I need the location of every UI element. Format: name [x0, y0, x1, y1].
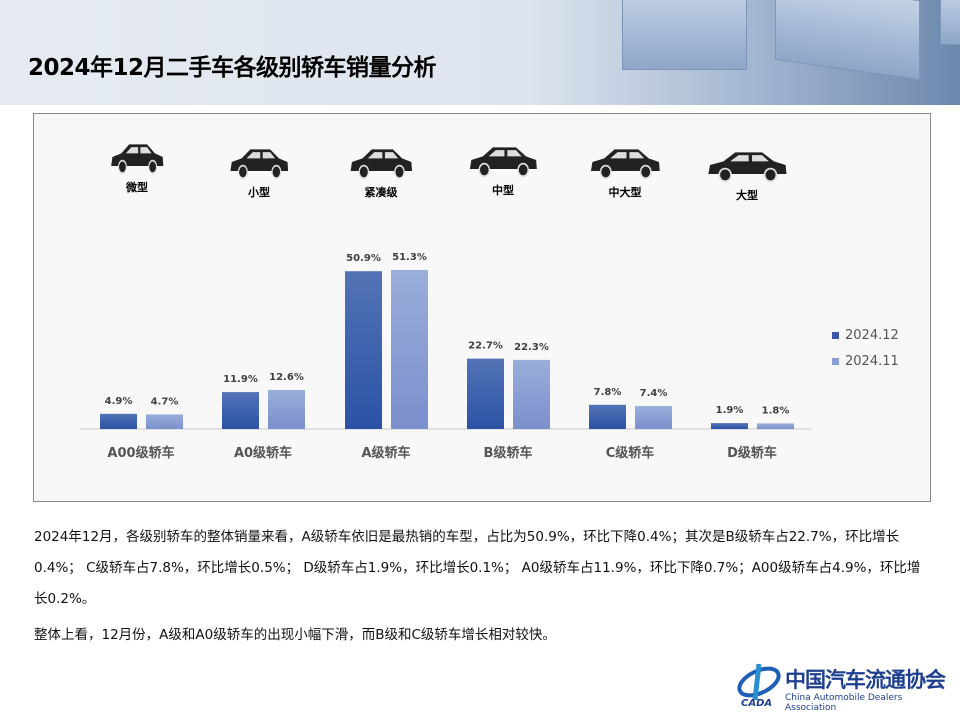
decorative-cube: [940, 0, 960, 45]
data-label: 4.9%: [105, 396, 133, 407]
legend-item-2024-11: 2024.11: [832, 354, 899, 369]
car-type-label: 大型: [736, 189, 758, 202]
data-label: 51.3%: [392, 252, 427, 263]
data-label: 22.7%: [468, 341, 503, 352]
bar-2024.11: [391, 269, 428, 429]
car-type-label: 中大型: [608, 186, 642, 199]
bar-2024.12: [100, 413, 137, 429]
bar-2024.11: [146, 414, 183, 429]
bar-2024.11: [635, 406, 672, 429]
logo-cn-text: 中国汽车流通协会: [785, 667, 946, 692]
fullsize-sedan-icon: [708, 152, 787, 183]
car-type-5: 大型: [702, 147, 792, 203]
large-sedan-icon: [590, 149, 660, 180]
category-label: A0级轿车: [234, 445, 292, 461]
bar-2024.11: [268, 389, 305, 429]
svg-text:CADA: CADA: [741, 698, 772, 708]
page-title: 2024年12月二手车各级别轿车销量分析: [28, 55, 437, 81]
decorative-cube: [775, 0, 920, 81]
decorative-cube: [622, 0, 747, 70]
paragraph: 2024年12月，各级别轿车的整体销量来看，A级轿车依旧是最热销的车型，占比为5…: [34, 529, 921, 607]
bar-2024.12: [222, 392, 259, 429]
data-label: 7.8%: [594, 387, 622, 398]
midsize-sedan-icon: [469, 147, 537, 178]
car-type-4: 中大型: [580, 144, 670, 200]
data-label: 12.6%: [269, 372, 304, 383]
compact-sedan-icon: [350, 149, 413, 180]
hatchback-icon: [230, 149, 289, 180]
category-label: A级轿车: [361, 445, 410, 461]
car-type-label: 紧凑级: [364, 186, 398, 199]
bar-2024.12: [467, 358, 504, 429]
cada-logo: CADA 中国汽车流通协会 China Automobile Dealers A…: [735, 660, 955, 713]
category-label: C级轿车: [606, 445, 655, 461]
legend-item-2024-12: 2024.12: [832, 328, 899, 343]
chart-panel: 微型 小型 紧凑级 中型 中大型 大型 4.9% 4.7% A00级轿车 11.9% 12.6% A…: [33, 113, 931, 502]
car-type-label: 小型: [248, 186, 270, 199]
car-type-2: 紧凑级: [336, 144, 426, 200]
data-label: 1.9%: [716, 405, 744, 416]
bar-2024.11: [757, 423, 794, 429]
car-type-label: 微型: [126, 181, 148, 194]
cada-logo-icon: CADA: [737, 663, 781, 709]
data-label: 1.8%: [762, 405, 790, 416]
logo-en-text: China Automobile Dealers Association: [785, 693, 903, 713]
header-banner: 2024年12月二手车各级别轿车销量分析: [0, 0, 960, 105]
paragraph: 整体上看，12月份，A级和A0级轿车的出现小幅下滑，而B级和C级轿车增长相对较快…: [34, 627, 556, 643]
data-label: 7.4%: [640, 388, 668, 399]
bar-2024.12: [345, 271, 382, 429]
legend-label: 2024.11: [845, 354, 899, 369]
bar-2024.12: [589, 404, 626, 429]
legend-label: 2024.12: [845, 328, 899, 343]
category-label: D级轿车: [727, 445, 777, 461]
data-label: 4.7%: [151, 396, 179, 407]
bar-2024.12: [711, 423, 748, 429]
car-type-3: 中型: [458, 142, 548, 198]
bar-chart: 4.9% 4.7% A00级轿车 11.9% 12.6% A0级轿车 50.9% 51.3% A…: [80, 252, 812, 461]
data-label: 50.9%: [346, 253, 381, 264]
car-type-0: 微型: [92, 139, 182, 195]
microcar-icon: [111, 144, 164, 175]
car-type-label: 中型: [492, 184, 514, 197]
category-label: A00级轿车: [107, 445, 174, 461]
analysis-text: 2024年12月，各级别轿车的整体销量来看，A级轿车依旧是最热销的车型，占比为5…: [34, 522, 924, 651]
data-label: 22.3%: [514, 342, 549, 353]
car-type-1: 小型: [214, 144, 304, 200]
data-label: 11.9%: [223, 374, 258, 385]
category-label: B级轿车: [484, 445, 533, 461]
bar-2024.11: [513, 359, 550, 429]
